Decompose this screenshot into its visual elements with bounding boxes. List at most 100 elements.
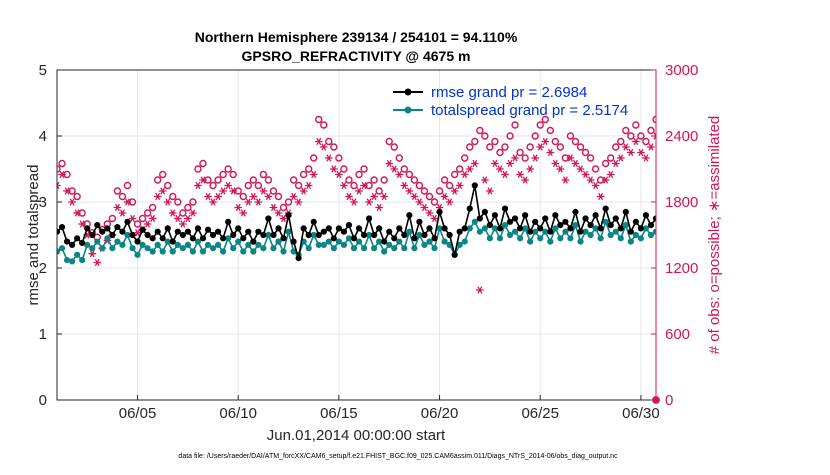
totalspread-point [200,249,205,254]
rmse-point [603,206,608,211]
totalspread-point [135,252,140,257]
totalspread-point [95,239,100,244]
rmse-point [558,223,563,228]
rmse-point [165,226,170,231]
totalspread-point [533,229,538,234]
rmse-point [175,229,180,234]
totalspread-point [341,242,346,247]
totalspread-point [422,242,427,247]
rmse-point [130,232,135,237]
totalspread-point [221,249,226,254]
rmse-point [377,226,382,231]
rmse-point [482,209,487,214]
totalspread-point [377,239,382,244]
totalspread-point [563,229,568,234]
rmse-point [512,216,517,221]
totalspread-point [256,242,261,247]
rmse-point [417,219,422,224]
rmse-point [291,239,296,244]
rmse-point [517,226,522,231]
rmse-point [256,229,261,234]
totalspread-point [583,229,588,234]
totalspread-point [276,239,281,244]
totalspread-point [497,236,502,241]
rmse-point [543,216,548,221]
y-axis-label-left: rmse and totalspread [25,165,42,306]
rmse-point [296,256,301,261]
totalspread-point [231,246,236,251]
y-tick-label-left: 1 [39,326,47,343]
chart-subtitle: GPSRO_REFRACTIVITY @ 4675 m [242,48,471,64]
rmse-point [301,226,306,231]
totalspread-point [246,242,251,247]
rmse-point [538,226,543,231]
totalspread-point [507,232,512,237]
totalspread-point [346,236,351,241]
totalspread-point [85,242,90,247]
totalspread-point [336,239,341,244]
rmse-point [210,232,215,237]
rmse-point [583,216,588,221]
totalspread-point [618,236,623,241]
rmse-point [427,226,432,231]
totalspread-point [538,236,543,241]
rmse-point [392,236,397,241]
rmse-point [412,236,417,241]
rmse-point [533,219,538,224]
rmse-point [437,209,442,214]
rmse-point [477,216,482,221]
y-tick-label-left: 4 [39,128,47,145]
totalspread-point [170,249,175,254]
rmse-point [361,232,366,237]
totalspread-point [130,246,135,251]
totalspread-point [623,223,628,228]
totalspread-point [407,229,412,234]
totalspread-point [608,232,613,237]
totalspread-point [603,219,608,224]
totalspread-point [558,236,563,241]
totalspread-point [578,239,583,244]
rmse-point [628,229,633,234]
totalspread-point [125,232,130,237]
rmse-point [75,236,80,241]
totalspread-point [417,232,422,237]
rmse-point [593,213,598,218]
totalspread-point [593,226,598,231]
totalspread-point [165,239,170,244]
totalspread-point [110,246,115,251]
totalspread-point [512,229,517,234]
rmse-point [195,226,200,231]
rmse-point [598,226,603,231]
rmse-point [553,213,558,218]
totalspread-point [467,226,472,231]
rmse-point [633,219,638,224]
rmse-point [251,239,256,244]
x-tick-label: 06/25 [521,405,559,422]
y-tick-label-left: 0 [39,392,47,409]
totalspread-point [553,226,558,231]
rmse-point [467,206,472,211]
totalspread-point [306,246,311,251]
rmse-point [170,239,175,244]
rmse-point [638,226,643,231]
rmse-point [160,236,165,241]
totalspread-point [271,246,276,251]
rmse-point [432,236,437,241]
rmse-point [321,229,326,234]
totalspread-point [180,246,185,251]
chart-title: Northern Hemisphere 239134 / 254101 = 94… [195,29,518,45]
totalspread-point [226,236,231,241]
totalspread-point [326,239,331,244]
y-tick-label-right: 600 [665,326,690,343]
rmse-point [326,226,331,231]
totalspread-point [477,229,482,234]
totalspread-point [311,232,316,237]
totalspread-point [215,242,220,247]
x-tick-label: 06/30 [622,405,660,422]
rmse-point [351,236,356,241]
totalspread-point [251,249,256,254]
totalspread-point [543,229,548,234]
totalspread-point [351,246,356,251]
legend-label: totalspread grand pr = 2.5174 [431,102,628,119]
